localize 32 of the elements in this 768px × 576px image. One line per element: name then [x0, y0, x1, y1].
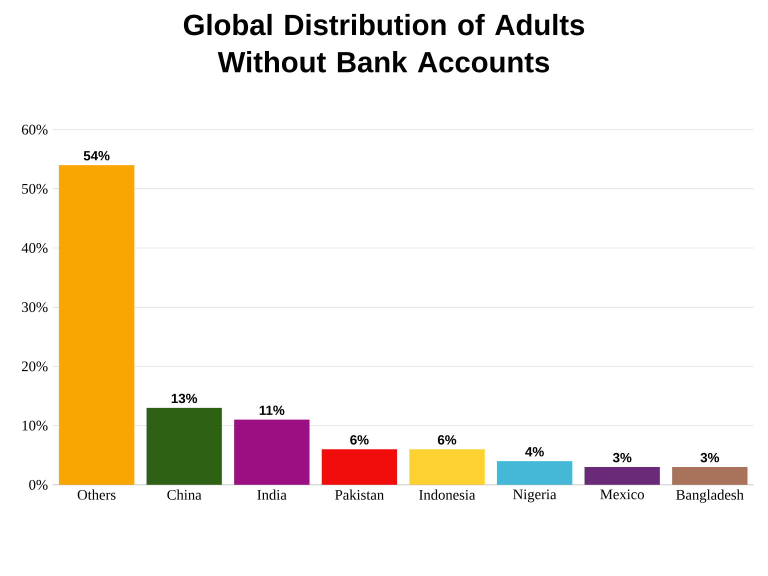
bar: [409, 449, 485, 485]
bar: [146, 408, 222, 485]
data-label: 13%: [172, 394, 198, 404]
x-tick-label: Others: [78, 490, 116, 500]
x-tick-label: Indonesia: [419, 490, 476, 500]
x-tick-label: India: [257, 490, 287, 500]
data-label: 3%: [700, 452, 720, 462]
bar: [322, 449, 398, 485]
data-label: 3%: [612, 452, 632, 462]
bar: [672, 467, 748, 485]
data-label: 54%: [84, 151, 110, 160]
chart-title: Global Distribution of Adults Without Bank Accounts: [184, 14, 584, 73]
y-tick-label: 60%: [22, 124, 48, 135]
bar: [496, 461, 572, 485]
y-tick-label: 40%: [22, 243, 48, 253]
y-tick-label: 0%: [29, 480, 48, 490]
x-tick-label: Nigeria: [513, 490, 556, 502]
bar: [584, 467, 660, 485]
bar: [58, 165, 134, 485]
y-tick-label: 50%: [22, 184, 48, 194]
x-tick-label: Pakistan: [335, 490, 384, 500]
y-tick-label: 20%: [22, 361, 48, 372]
x-tick-label: Bangladesh: [676, 490, 744, 503]
data-label: 11%: [260, 406, 284, 415]
y-tick-label: 10%: [22, 420, 48, 431]
x-tick-label: China: [167, 490, 202, 500]
data-label: 6%: [350, 435, 369, 445]
data-label: 6%: [438, 435, 456, 445]
y-tick-label: 30%: [22, 302, 48, 312]
bar: [234, 420, 310, 485]
x-tick-label: Mexico: [600, 490, 644, 500]
data-label: 4%: [525, 447, 544, 456]
